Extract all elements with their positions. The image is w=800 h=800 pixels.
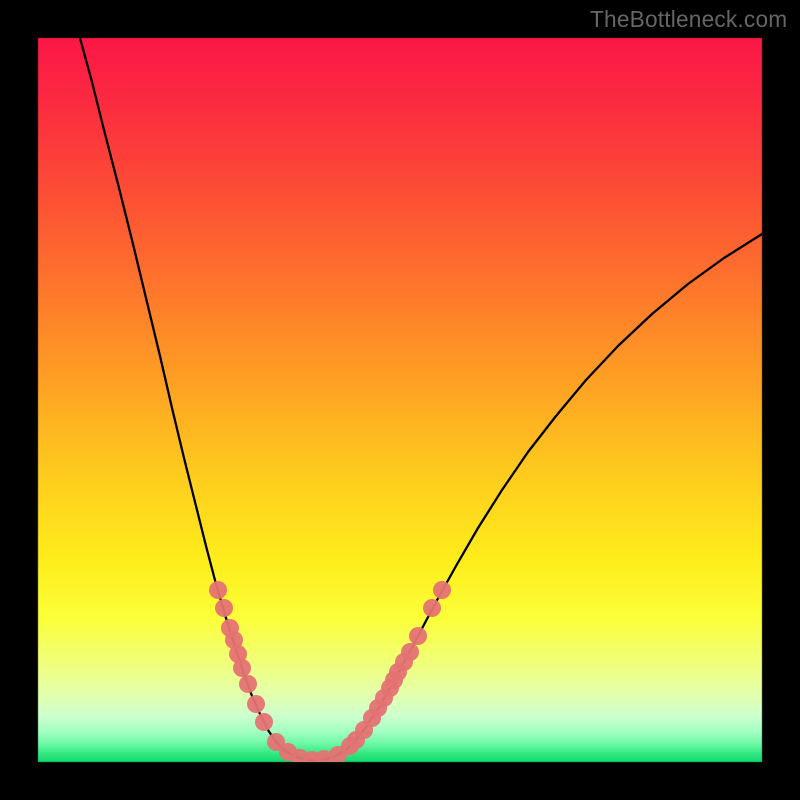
watermark-text: TheBottleneck.com bbox=[590, 6, 787, 33]
gradient-background bbox=[0, 0, 800, 800]
chart-container: TheBottleneck.com bbox=[0, 0, 800, 800]
